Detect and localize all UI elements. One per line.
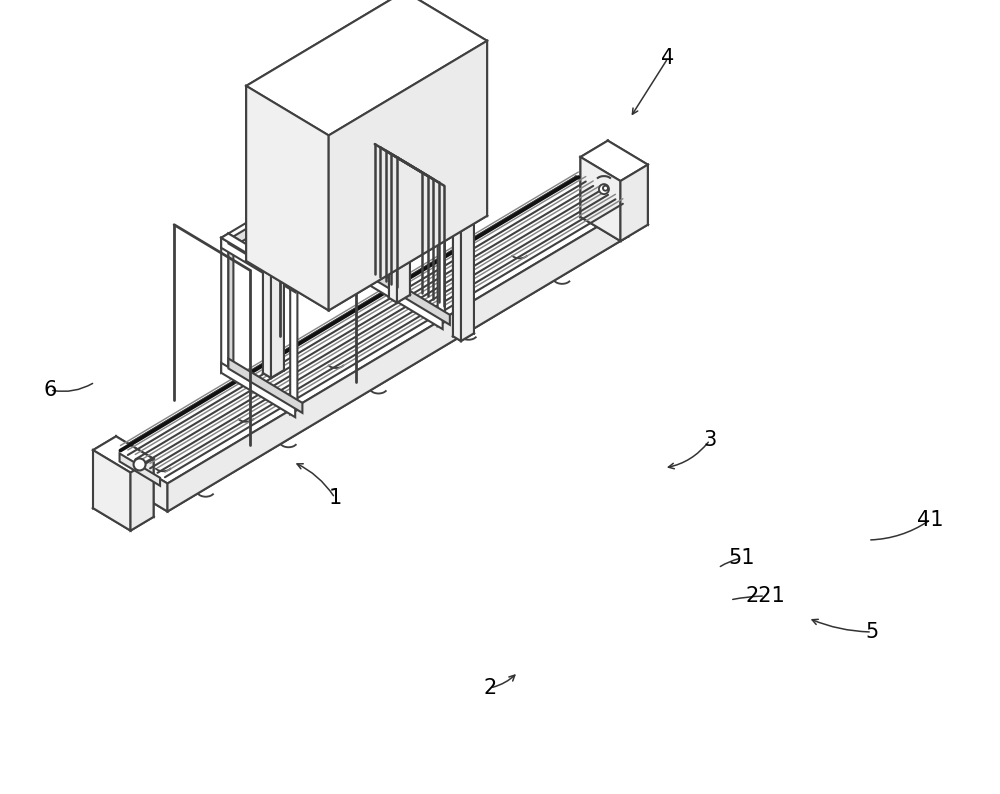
Polygon shape — [116, 437, 154, 517]
Polygon shape — [221, 145, 376, 248]
Polygon shape — [389, 183, 397, 303]
Text: 1: 1 — [328, 488, 342, 508]
Polygon shape — [576, 177, 628, 237]
Polygon shape — [168, 208, 628, 511]
Polygon shape — [369, 150, 443, 204]
Polygon shape — [453, 329, 474, 341]
Text: 41: 41 — [917, 510, 943, 530]
Circle shape — [599, 184, 609, 194]
Text: 6: 6 — [43, 380, 57, 400]
Text: 3: 3 — [703, 430, 717, 450]
Text: 5: 5 — [865, 622, 879, 642]
Text: 4: 4 — [661, 48, 675, 68]
Polygon shape — [263, 365, 284, 378]
Polygon shape — [438, 197, 445, 326]
Polygon shape — [246, 0, 487, 136]
Polygon shape — [389, 175, 410, 187]
Polygon shape — [263, 250, 276, 373]
Text: 2: 2 — [483, 678, 497, 698]
Polygon shape — [221, 363, 295, 417]
Polygon shape — [376, 156, 381, 283]
Polygon shape — [93, 437, 154, 472]
Polygon shape — [131, 459, 154, 530]
Polygon shape — [290, 285, 297, 414]
Polygon shape — [276, 250, 284, 370]
Polygon shape — [221, 233, 302, 282]
Polygon shape — [271, 255, 284, 378]
Polygon shape — [405, 0, 487, 216]
Polygon shape — [620, 164, 648, 241]
Polygon shape — [221, 237, 295, 292]
Text: 221: 221 — [745, 586, 785, 606]
Polygon shape — [369, 275, 443, 330]
Polygon shape — [580, 201, 648, 241]
Polygon shape — [369, 145, 450, 195]
Polygon shape — [376, 271, 450, 325]
Polygon shape — [263, 250, 284, 263]
Polygon shape — [608, 141, 648, 225]
Polygon shape — [246, 166, 487, 310]
Polygon shape — [402, 175, 410, 295]
Polygon shape — [228, 244, 233, 372]
Polygon shape — [329, 40, 487, 310]
Polygon shape — [389, 175, 402, 298]
Polygon shape — [580, 141, 648, 181]
Circle shape — [134, 458, 146, 471]
Circle shape — [603, 186, 608, 191]
Polygon shape — [246, 86, 329, 310]
Polygon shape — [226, 148, 381, 251]
Polygon shape — [115, 177, 628, 484]
Polygon shape — [453, 222, 461, 341]
Polygon shape — [290, 187, 445, 289]
Polygon shape — [397, 180, 410, 303]
Polygon shape — [93, 450, 131, 530]
Polygon shape — [115, 205, 628, 511]
Polygon shape — [389, 290, 410, 303]
Polygon shape — [453, 214, 474, 226]
Polygon shape — [580, 157, 620, 241]
Text: 51: 51 — [729, 548, 755, 568]
Polygon shape — [228, 233, 302, 288]
Polygon shape — [93, 495, 154, 530]
Polygon shape — [228, 359, 302, 413]
Polygon shape — [115, 452, 168, 511]
Polygon shape — [453, 214, 466, 336]
Polygon shape — [263, 258, 271, 378]
Polygon shape — [369, 156, 376, 285]
Polygon shape — [93, 437, 116, 508]
Polygon shape — [466, 214, 474, 333]
Polygon shape — [580, 141, 608, 217]
Polygon shape — [115, 177, 576, 480]
Polygon shape — [221, 244, 228, 373]
Polygon shape — [246, 0, 405, 261]
Polygon shape — [461, 218, 474, 341]
Polygon shape — [376, 145, 450, 200]
Polygon shape — [120, 453, 160, 486]
